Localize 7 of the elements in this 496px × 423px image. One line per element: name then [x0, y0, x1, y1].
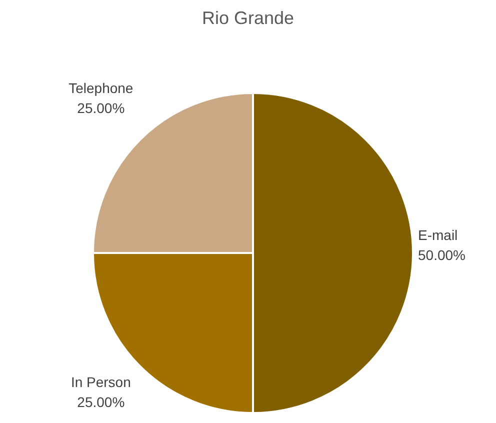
- data-label: 25.00%: [77, 100, 125, 116]
- chart-title: Rio Grande: [200, 8, 296, 29]
- slice-label: E-mail: [418, 227, 458, 243]
- data-label: 25.00%: [77, 394, 125, 410]
- data-label: 50.00%: [418, 247, 466, 263]
- slice-label: In Person: [70, 374, 131, 390]
- slice-label: Telephone: [68, 80, 134, 96]
